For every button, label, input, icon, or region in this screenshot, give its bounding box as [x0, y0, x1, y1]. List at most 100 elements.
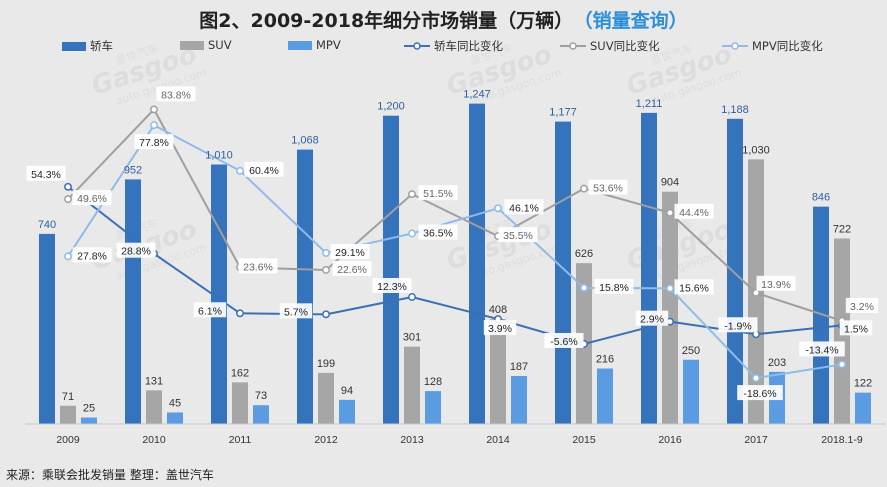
- bar-mpv-2016: [683, 359, 699, 424]
- line-label-suv-yoy-2016: 44.4%: [679, 207, 709, 219]
- bar-mpv-2015: [597, 368, 613, 424]
- line-label-suv-yoy-2010: 83.8%: [161, 89, 191, 101]
- marker-sedan-yoy-2009: [64, 182, 72, 191]
- bar-suv-2014: [490, 319, 506, 424]
- bar-suv-2012: [318, 372, 334, 424]
- line-label-bg-suv-yoy-2011: [238, 258, 278, 274]
- bar-label-mpv-2011: 73: [255, 390, 267, 402]
- marker-mpv-yoy-2011: [236, 166, 244, 175]
- line-label-bg-mpv-yoy-2014: [504, 199, 544, 215]
- bar-label-sedan-2009: 740: [38, 219, 56, 231]
- line-label-suv-yoy-2018.1-9: 3.2%: [850, 301, 874, 313]
- line-label-bg-suv-yoy-2017: [756, 275, 796, 291]
- legend-line-marker: [722, 42, 748, 50]
- line-label-suv-yoy-2015: 53.6%: [593, 183, 623, 195]
- line-label-bg-sedan-yoy-2014: [483, 320, 517, 336]
- line-label-sedan-yoy-2014: 3.9%: [488, 323, 512, 335]
- legend-swatch: [180, 40, 204, 50]
- legend-swatch: [62, 41, 86, 51]
- title-text: 图2、2009-2018年细分市场销量（万辆）: [199, 10, 574, 32]
- x-tick-label-2018.1-9: 2018.1-9: [821, 434, 863, 446]
- line-label-bg-sedan-yoy-2017: [718, 317, 758, 333]
- legend-sedan-yoy: 轿车同比变化: [404, 38, 503, 54]
- x-tick-label-2010: 2010: [142, 434, 166, 446]
- bar-label-sedan-2017: 1,188: [721, 104, 749, 116]
- line-mpv-yoy: [67, 123, 843, 380]
- bar-label-suv-2015: 626: [575, 248, 593, 260]
- line-sedan-yoy: [67, 186, 843, 346]
- line-label-sedan-yoy-2010: 28.8%: [121, 246, 151, 258]
- legend-suv: SUV: [180, 38, 232, 52]
- marker-suv-yoy-2010: [150, 105, 158, 114]
- marker-sedan-yoy-2011: [236, 309, 244, 318]
- line-label-suv-yoy-2009: 49.6%: [77, 193, 107, 205]
- legend-line-marker: [404, 42, 430, 50]
- line-label-sedan-yoy-2017: -1.9%: [724, 320, 751, 332]
- bar-label-suv-2017: 1,030: [742, 144, 770, 156]
- bar-sedan-2012: [297, 149, 313, 425]
- x-tick-label-2015: 2015: [572, 434, 596, 446]
- bar-sedan-2016: [641, 112, 657, 425]
- line-label-suv-yoy-2014: 35.5%: [503, 230, 533, 242]
- bar-label-sedan-2014: 1,247: [463, 89, 491, 101]
- line-label-bg-mpv-yoy-2012: [330, 243, 370, 259]
- legend-label: SUV: [208, 38, 232, 52]
- bar-label-suv-2016: 904: [661, 177, 679, 189]
- line-label-sedan-yoy-2016: 2.9%: [640, 314, 664, 326]
- marker-mpv-yoy-2016: [666, 284, 674, 293]
- bar-sedan-2018.1-9: [813, 206, 829, 424]
- lines-layer: [64, 105, 846, 383]
- x-tick-label-2014: 2014: [486, 434, 510, 446]
- bar-mpv-2013: [425, 391, 441, 424]
- line-label-sedan-yoy-2015: -5.6%: [550, 336, 577, 348]
- bar-label-suv-2013: 301: [403, 332, 421, 344]
- line-label-suv-yoy-2013: 51.5%: [423, 188, 453, 200]
- bar-label-sedan-2018.1-9: 846: [812, 192, 830, 204]
- line-label-mpv-yoy-2017: -18.6%: [743, 388, 776, 400]
- legend-mpv-yoy: MPV同比变化: [722, 38, 823, 54]
- line-label-bg-suv-yoy-2018.1-9: [845, 297, 879, 313]
- sales-query-link[interactable]: （销量查询）: [583, 10, 688, 32]
- line-suv-yoy: [67, 107, 843, 322]
- line-label-bg-mpv-yoy-2009: [72, 247, 112, 263]
- bar-suv-2013: [404, 346, 420, 424]
- bar-suv-2016: [662, 191, 678, 424]
- legend-label: SUV同比变化: [590, 39, 660, 53]
- marker-mpv-yoy-2015: [580, 283, 588, 292]
- line-label-suv-yoy-2017: 13.9%: [761, 279, 791, 291]
- line-label-bg-suv-yoy-2010: [156, 86, 196, 102]
- marker-suv-yoy-2016: [666, 208, 674, 217]
- bar-suv-2009: [60, 405, 76, 424]
- bar-label-suv-2011: 162: [231, 367, 249, 379]
- line-label-bg-sedan-yoy-2011: [193, 302, 227, 318]
- line-label-mpv-yoy-2015: 15.8%: [599, 282, 629, 294]
- line-label-bg-sedan-yoy-2018.1-9: [839, 320, 873, 336]
- bar-label-mpv-2012: 94: [341, 385, 353, 397]
- bar-label-mpv-2017: 203: [768, 357, 786, 369]
- marker-mpv-yoy-2014: [494, 204, 502, 213]
- bar-mpv-2009: [81, 417, 97, 424]
- bar-label-mpv-2018.1-9: 122: [854, 378, 872, 390]
- marker-mpv-yoy-2018.1-9: [838, 360, 846, 369]
- line-label-bg-sedan-yoy-2010: [116, 242, 156, 258]
- line-label-bg-sedan-yoy-2016: [635, 310, 669, 326]
- bar-suv-2010: [146, 390, 162, 424]
- data-labels-layer: 740 952 1,010 1,068 1,200 1,247 1,177 1,211 1,18…: [26, 86, 879, 415]
- bar-mpv-2012: [339, 399, 355, 424]
- bar-label-sedan-2013: 1,200: [377, 101, 405, 113]
- bar-label-mpv-2015: 216: [596, 354, 614, 366]
- line-label-suv-yoy-2012: 22.6%: [337, 264, 367, 276]
- bar-suv-2011: [232, 382, 248, 424]
- marker-mpv-yoy-2017: [752, 374, 760, 383]
- line-label-bg-sedan-yoy-2012: [279, 303, 313, 319]
- marker-suv-yoy-2009: [64, 195, 72, 204]
- line-label-suv-yoy-2011: 23.6%: [243, 261, 273, 273]
- bar-label-sedan-2011: 1,010: [205, 150, 233, 162]
- line-label-sedan-yoy-2013: 12.3%: [377, 281, 407, 293]
- line-label-mpv-yoy-2012: 29.1%: [335, 247, 365, 259]
- bar-label-suv-2012: 199: [317, 358, 335, 370]
- legend-mpv: MPV: [288, 38, 341, 52]
- line-label-sedan-yoy-2009: 54.3%: [31, 169, 61, 181]
